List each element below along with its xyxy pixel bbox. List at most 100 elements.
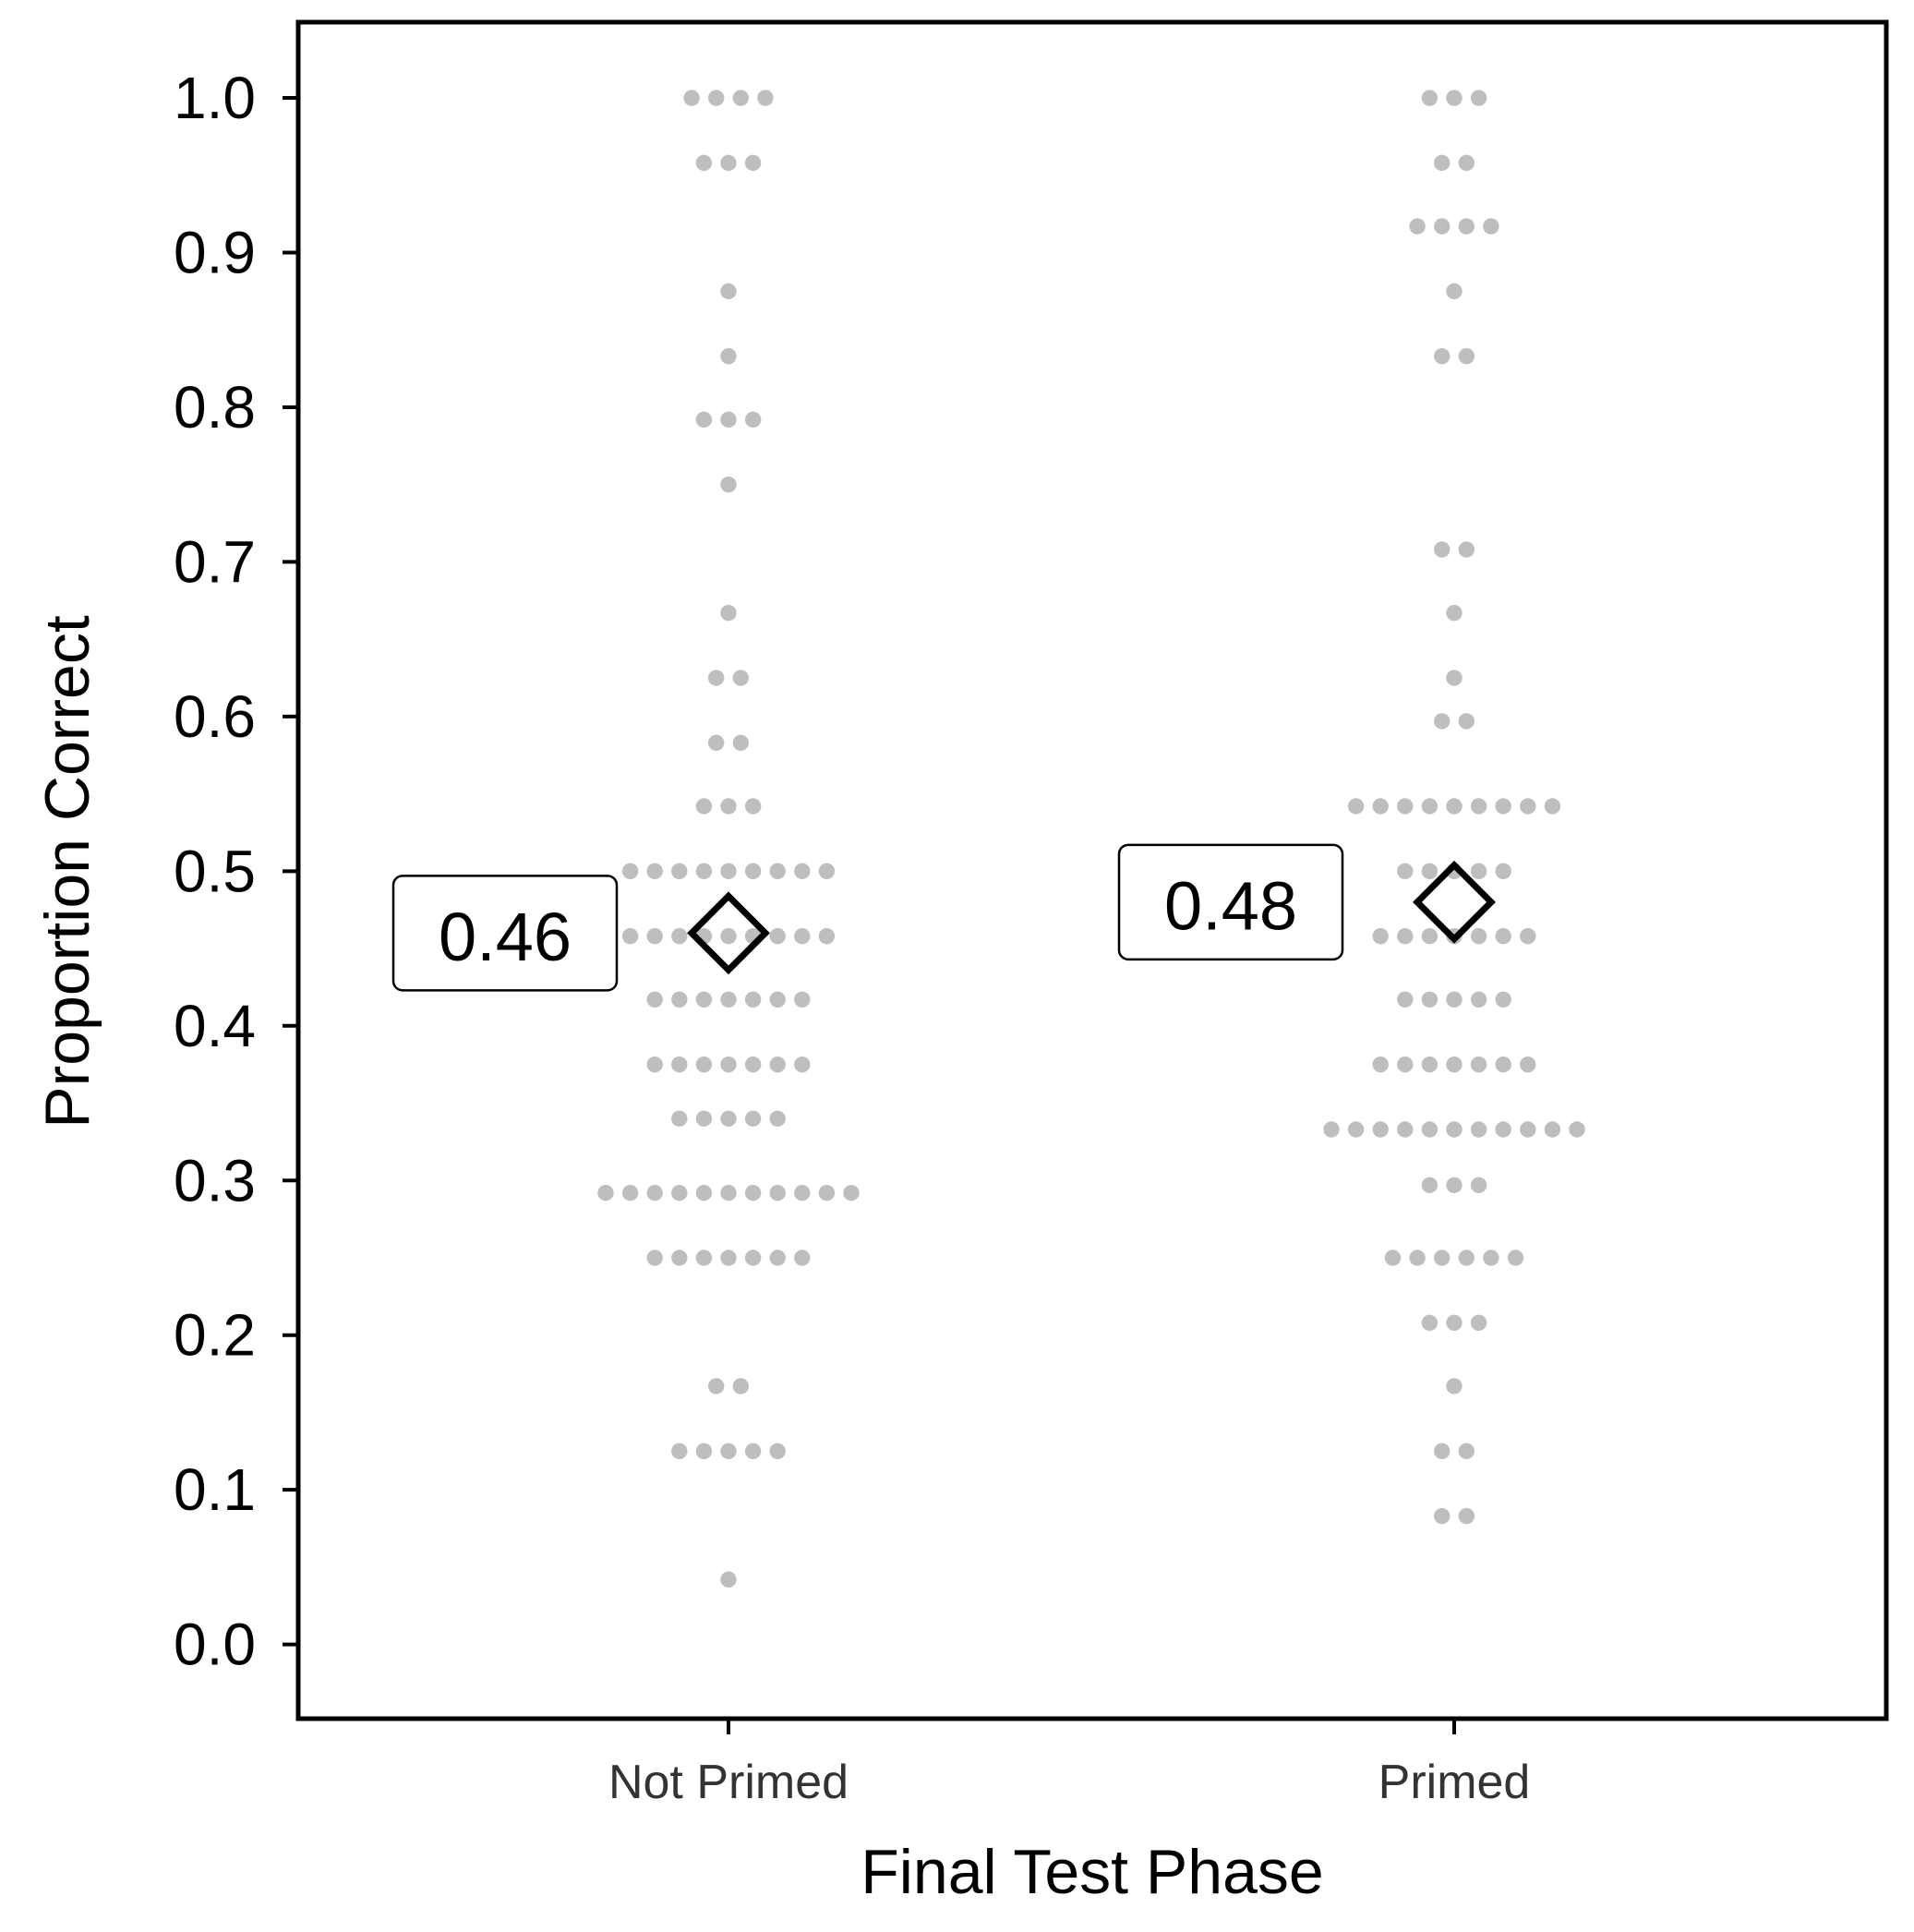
dot	[1507, 1250, 1524, 1266]
dot	[1421, 798, 1439, 815]
dot	[732, 90, 749, 106]
dot	[1372, 927, 1389, 945]
dot	[1397, 1056, 1414, 1073]
dot	[1384, 1250, 1402, 1266]
dot	[683, 90, 700, 106]
dot	[597, 1184, 614, 1201]
dot	[744, 863, 762, 880]
dot	[1483, 218, 1499, 235]
dot	[1446, 1121, 1463, 1138]
dot	[1434, 541, 1451, 558]
dot	[695, 1184, 713, 1201]
dot	[621, 927, 639, 945]
dot	[1434, 348, 1451, 365]
dot	[646, 863, 663, 880]
y-tick-label: 1.0	[174, 65, 256, 131]
dot	[1409, 1250, 1426, 1266]
dot	[1421, 1314, 1439, 1332]
dot	[1470, 90, 1487, 106]
y-tick-label: 0.9	[174, 220, 256, 286]
dot	[720, 798, 737, 815]
dot	[720, 1571, 737, 1588]
dot	[646, 1250, 663, 1266]
dot	[720, 283, 737, 300]
y-tick-label: 0.5	[174, 838, 256, 904]
dot	[744, 1184, 762, 1201]
dot	[720, 1443, 737, 1459]
dot	[769, 1110, 786, 1127]
dot	[695, 863, 713, 880]
y-tick-label: 0.7	[174, 528, 256, 595]
dot	[818, 927, 836, 945]
dot	[1470, 863, 1487, 880]
dot	[769, 927, 786, 945]
dot	[708, 90, 725, 106]
dot	[794, 1250, 811, 1266]
dot	[1458, 218, 1475, 235]
y-tick-label: 0.1	[174, 1456, 256, 1523]
dot	[1520, 1121, 1536, 1138]
dot	[695, 991, 713, 1008]
dot	[621, 863, 639, 880]
dot	[1483, 1250, 1499, 1266]
dot	[744, 991, 762, 1008]
dot	[1458, 348, 1475, 365]
dot	[695, 1056, 713, 1073]
dot	[1446, 670, 1463, 686]
dot	[1421, 1177, 1439, 1193]
dot	[695, 1250, 713, 1266]
dot	[1421, 991, 1439, 1008]
dot	[720, 1056, 737, 1073]
dot	[1446, 991, 1463, 1008]
mean-label-box	[391, 875, 619, 992]
dot	[1347, 1121, 1365, 1138]
dot	[720, 411, 737, 429]
dot	[1434, 1507, 1451, 1525]
x-tick-label: Primed	[1378, 1756, 1531, 1809]
dot	[769, 1056, 786, 1073]
dot	[720, 991, 737, 1008]
dot	[843, 1184, 860, 1201]
dot	[1495, 991, 1511, 1008]
dot	[1470, 1121, 1487, 1138]
plot-frame	[295, 19, 1889, 1721]
dot	[708, 1378, 725, 1395]
dot	[671, 1056, 688, 1073]
y-axis-title: Proportion Correct	[32, 615, 102, 1129]
dot	[720, 1184, 737, 1201]
dot	[1495, 1121, 1511, 1138]
dot	[744, 798, 762, 815]
dot	[720, 154, 737, 172]
dot	[1544, 1121, 1561, 1138]
y-tick-label: 0.6	[174, 683, 256, 750]
dot	[720, 1110, 737, 1127]
dot	[769, 991, 786, 1008]
dot	[671, 1250, 688, 1266]
dot	[695, 798, 713, 815]
dot	[769, 1250, 786, 1266]
dot	[1458, 154, 1475, 172]
dot	[1434, 1250, 1451, 1266]
dot	[1520, 798, 1536, 815]
mean-label: 0.46	[439, 899, 572, 975]
dot	[695, 1110, 713, 1127]
dot	[732, 670, 749, 686]
dot	[1446, 283, 1463, 300]
y-tick-label: 0.0	[174, 1612, 256, 1678]
dot	[646, 991, 663, 1008]
dot	[757, 90, 774, 106]
dot	[1458, 1507, 1475, 1525]
dot	[1446, 90, 1463, 106]
dot	[1421, 927, 1439, 945]
dot	[1458, 713, 1475, 730]
dot	[720, 604, 737, 622]
dot	[1397, 798, 1414, 815]
dot	[1323, 1121, 1340, 1138]
mean-label-box	[1117, 843, 1344, 961]
dot	[794, 1056, 811, 1073]
dot	[1372, 1056, 1389, 1073]
dot	[1458, 1250, 1475, 1266]
dot	[769, 863, 786, 880]
dot	[1421, 90, 1439, 106]
dot	[671, 1443, 688, 1459]
